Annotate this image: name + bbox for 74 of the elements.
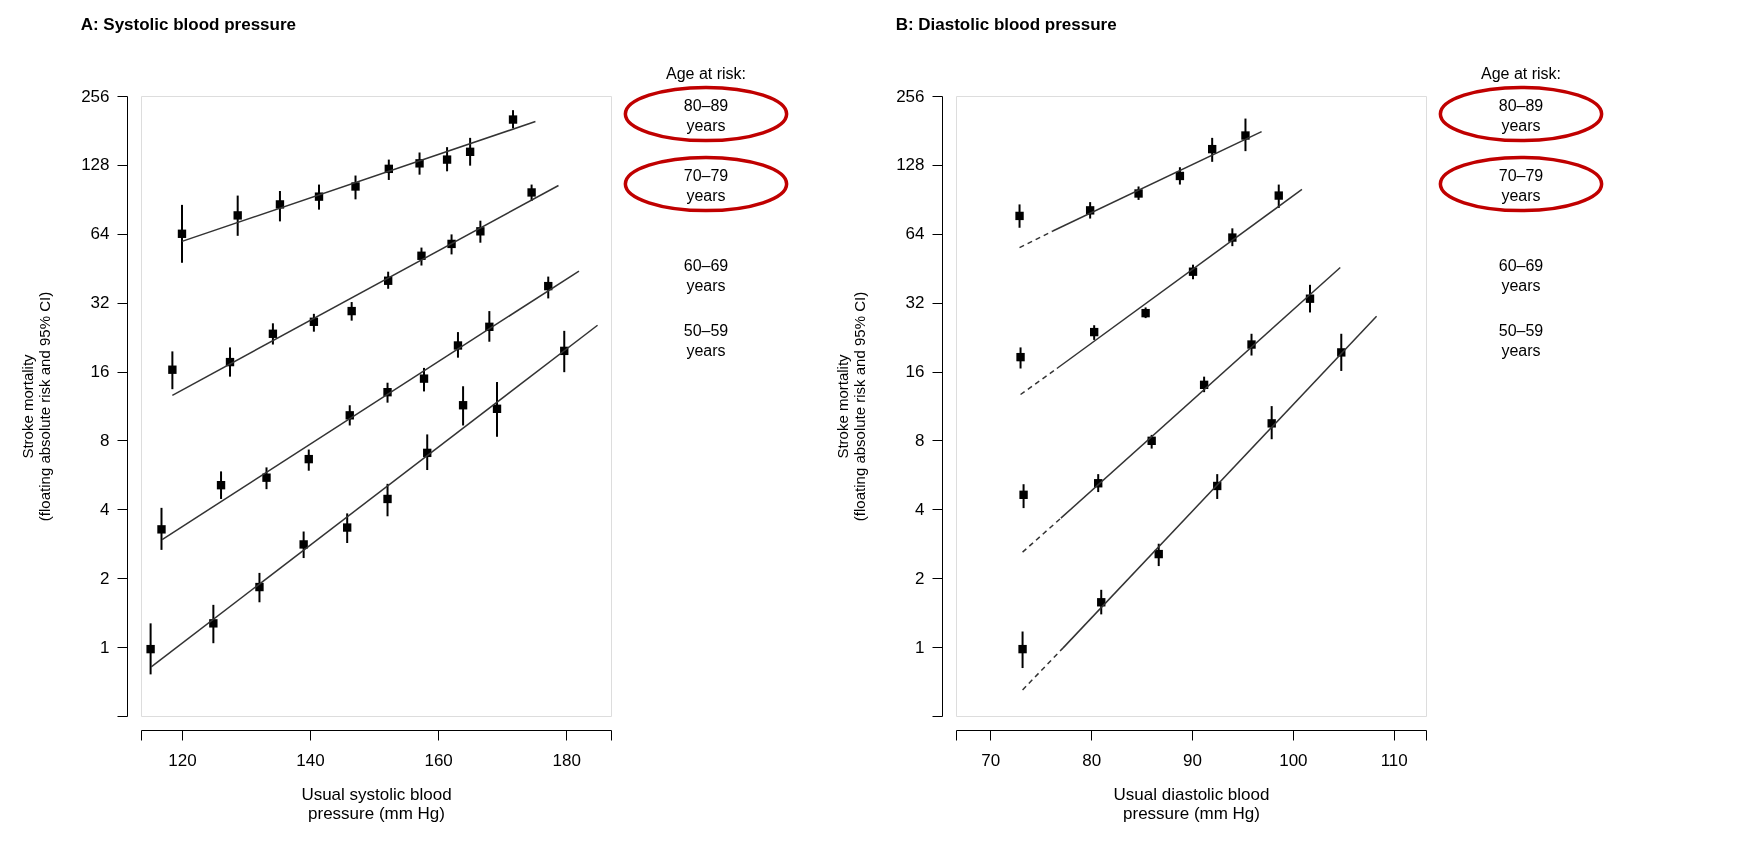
point bbox=[1018, 644, 1027, 654]
point bbox=[1016, 352, 1025, 362]
x-tick-label: 90 bbox=[1183, 750, 1202, 770]
point bbox=[157, 525, 166, 534]
y-tick-label: 128 bbox=[81, 155, 110, 175]
legend-title: Age at risk: bbox=[1480, 65, 1562, 82]
point bbox=[417, 251, 426, 260]
point bbox=[442, 155, 452, 164]
y-tick-label: 2 bbox=[915, 568, 925, 588]
point bbox=[1015, 211, 1024, 221]
point bbox=[262, 473, 271, 482]
y-tick-label: 16 bbox=[905, 362, 925, 382]
point bbox=[146, 644, 155, 654]
point bbox=[168, 365, 177, 374]
y-tick-label: 16 bbox=[90, 362, 110, 382]
point bbox=[508, 115, 518, 124]
point bbox=[1274, 191, 1283, 200]
point bbox=[177, 229, 187, 238]
x-tick-label: 70 bbox=[981, 750, 1001, 770]
text: 50–59 years bbox=[1498, 322, 1544, 359]
y-tick-label: 8 bbox=[915, 430, 925, 450]
point bbox=[233, 211, 242, 220]
x-tick-label: 180 bbox=[552, 750, 581, 770]
point bbox=[304, 454, 313, 464]
y-tick-label: 4 bbox=[100, 499, 110, 519]
y-tick-label: 4 bbox=[915, 499, 925, 519]
point bbox=[527, 188, 536, 197]
x-tick-label: 80 bbox=[1082, 750, 1102, 770]
point bbox=[1175, 171, 1185, 181]
point bbox=[299, 540, 308, 549]
y-tick-label: 128 bbox=[896, 155, 925, 175]
point bbox=[1019, 490, 1028, 499]
y-axis-title: Stroke mortality (floating absolute risk and 95% CI) bbox=[834, 291, 869, 522]
point bbox=[347, 306, 356, 316]
x-tick-label: 100 bbox=[1279, 750, 1308, 770]
legend-title: Age at risk: bbox=[665, 65, 747, 82]
text: 70–79 years bbox=[683, 167, 729, 204]
point bbox=[343, 523, 352, 532]
text: 80–89 years bbox=[1498, 97, 1544, 134]
y-tick-label: 32 bbox=[90, 293, 110, 313]
point bbox=[419, 374, 429, 383]
y-tick-label: 2 bbox=[100, 568, 110, 588]
point bbox=[216, 481, 226, 490]
point bbox=[492, 404, 502, 413]
y-tick-label: 256 bbox=[896, 86, 925, 106]
y-axis-title: Stroke mortality (floating absolute risk and 95% CI) bbox=[19, 291, 54, 522]
y-tick-label: 64 bbox=[90, 224, 110, 244]
y-tick-label: 256 bbox=[81, 86, 110, 106]
point bbox=[209, 619, 218, 628]
x-tick-label: 110 bbox=[1380, 750, 1408, 770]
text: 60–69 years bbox=[683, 257, 729, 294]
text: 70–79 years bbox=[1498, 167, 1544, 204]
point bbox=[465, 147, 475, 156]
point bbox=[1208, 144, 1217, 154]
point bbox=[268, 329, 278, 338]
x-tick-label: 140 bbox=[296, 750, 325, 770]
x-tick-label: 160 bbox=[424, 750, 453, 770]
y-tick-label: 8 bbox=[100, 430, 110, 450]
x-axis-title: Usual diastolic blood pressure (mm Hg) bbox=[1113, 784, 1270, 823]
point bbox=[1089, 327, 1099, 337]
text: 50–59 years bbox=[683, 322, 729, 359]
point bbox=[383, 494, 392, 504]
chart-title: B: Diastolic blood pressure bbox=[895, 15, 1117, 34]
x-tick-label: 120 bbox=[168, 750, 197, 770]
point bbox=[1154, 549, 1163, 559]
text: 60–69 years bbox=[1498, 257, 1544, 294]
point bbox=[458, 401, 468, 410]
y-tick-label: 1 bbox=[100, 637, 110, 657]
chart-title: A: Systolic blood pressure bbox=[80, 15, 297, 34]
text: 80–89 years bbox=[683, 97, 729, 134]
y-tick-label: 32 bbox=[905, 293, 925, 313]
x-axis-title: Usual systolic blood pressure (mm Hg) bbox=[301, 784, 452, 823]
y-tick-label: 64 bbox=[905, 224, 925, 244]
y-tick-label: 1 bbox=[915, 637, 925, 657]
